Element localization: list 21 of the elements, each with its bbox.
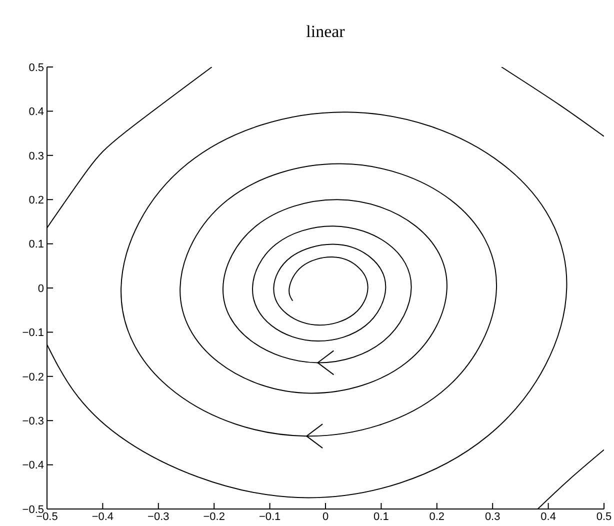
y-tick-label: 0.1 xyxy=(28,238,44,251)
y-tick-label: 0.5 xyxy=(28,62,44,74)
x-tick-label: 0.5 xyxy=(596,510,612,523)
y-tick-label: −0.4 xyxy=(22,460,44,472)
y-tick-label: −0.3 xyxy=(22,416,44,428)
y-tick-label: −0.2 xyxy=(22,371,44,384)
x-tick-label: 0.3 xyxy=(484,510,500,523)
x-tick-label: 0.2 xyxy=(429,510,445,523)
x-tick-label: 0.4 xyxy=(540,510,556,523)
x-tick-label: −0.4 xyxy=(92,510,114,523)
chart-title: linear xyxy=(305,22,346,42)
y-tick-label: 0.4 xyxy=(28,106,44,118)
y-tick-label: 0.2 xyxy=(28,194,44,207)
x-tick-label: 0 xyxy=(322,510,329,523)
x-tick-label: 0.1 xyxy=(374,510,389,523)
x-tick-label: −0.3 xyxy=(148,510,170,523)
x-tick-label: −0.1 xyxy=(258,510,281,523)
y-tick-label: 0.3 xyxy=(28,150,44,162)
x-tick-label: −0.2 xyxy=(203,510,225,523)
y-tick-label: 0 xyxy=(38,282,44,295)
y-tick-label: −0.1 xyxy=(22,327,44,340)
